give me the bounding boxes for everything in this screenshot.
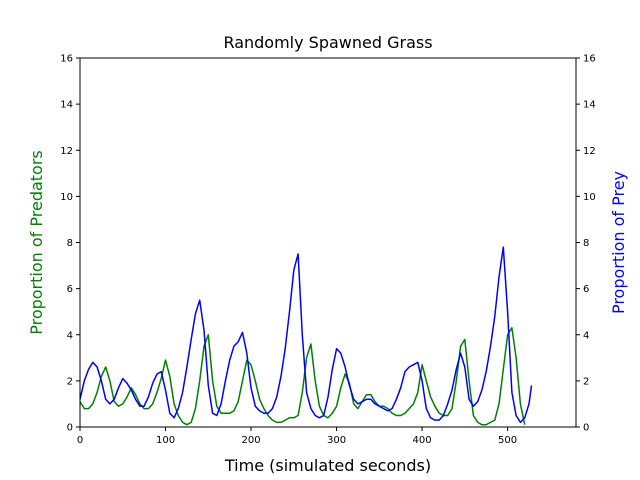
y-right-tick-label: 6 [583,284,589,295]
series-line-predators [79,327,526,426]
y-left-tick-label: 4 [67,330,73,341]
x-tick-label: 300 [327,435,346,446]
y-left-tick-label: 12 [60,146,73,157]
y-right-tick-label: 8 [583,238,589,249]
y-right-tick-label: 2 [583,376,589,387]
y-left-tick-label: 2 [67,376,73,387]
y-left-tick-label: 14 [60,100,73,111]
y-right-tick-label: 4 [583,330,589,341]
y-right-tick-label: 12 [583,146,596,157]
y-right-tick-label: 0 [583,423,589,434]
y-axis-left: 0 2 4 6 8 10 12 14 16 [60,54,80,434]
x-axis-label: Time (simulated seconds) [224,456,431,475]
y-axis-label-right: Proportion of Prey [609,171,628,314]
series-layer [79,246,533,426]
x-tick-label: 200 [241,435,260,446]
y-left-tick-label: 8 [67,238,73,249]
x-tick-label: 500 [498,435,517,446]
x-tick-label: 0 [77,435,83,446]
y-left-tick-label: 6 [67,284,73,295]
y-axis-right: 0 2 4 6 8 10 12 14 16 [576,54,596,434]
y-left-tick-label: 10 [60,192,73,203]
y-right-tick-label: 10 [583,192,596,203]
x-tick-label: 100 [156,435,175,446]
chart-title: Randomly Spawned Grass [223,33,432,52]
x-tick-label: 400 [413,435,432,446]
y-left-tick-label: 0 [67,423,73,434]
y-right-tick-label: 14 [583,100,596,111]
series-line-prey [79,246,533,424]
y-right-tick-label: 16 [583,54,596,65]
x-axis: 0 100 200 300 400 500 [77,427,517,446]
y-axis-label-left: Proportion of Predators [27,150,46,335]
y-left-tick-label: 16 [60,54,73,65]
